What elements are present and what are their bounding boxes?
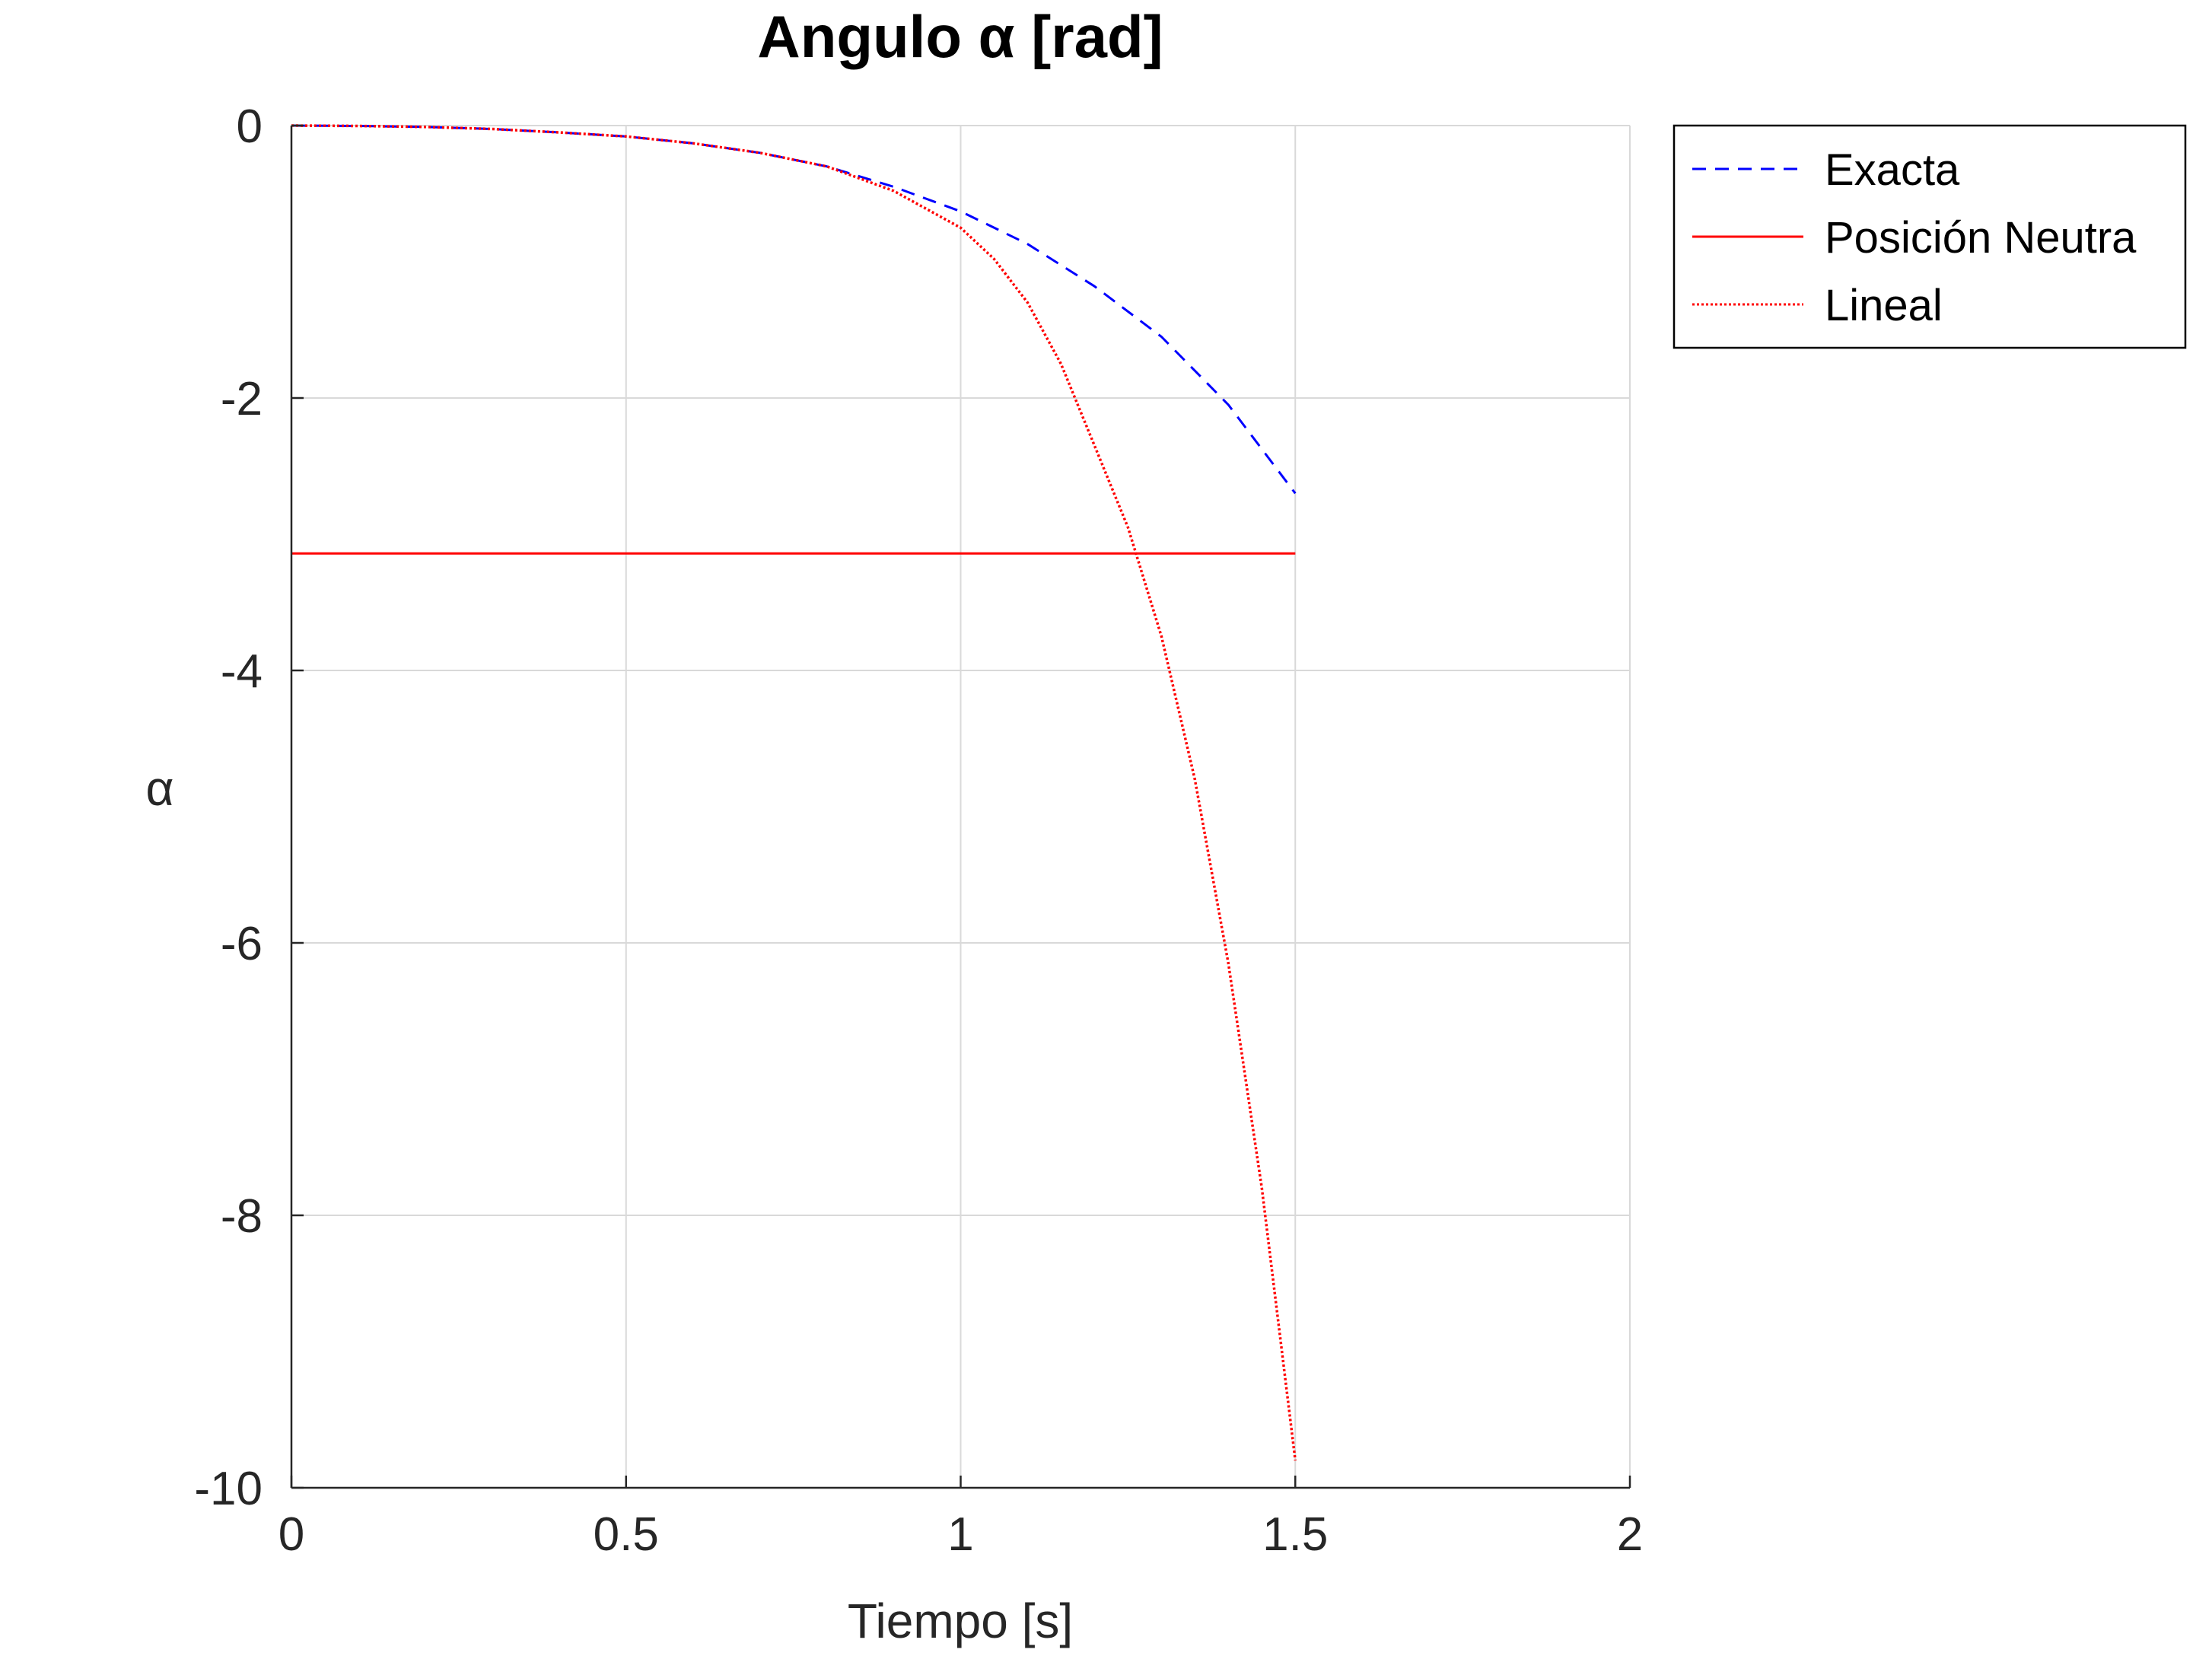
legend: Exacta Posición Neutra Lineal: [1673, 124, 2187, 349]
x-tick-label: 1.5: [1262, 1508, 1328, 1561]
y-tick-label: -6: [221, 918, 263, 970]
legend-label-lineal: Lineal: [1825, 281, 1943, 330]
x-tick-label: 0.5: [594, 1508, 659, 1561]
x-tick-label: 2: [1617, 1508, 1643, 1561]
y-tick-label: -4: [221, 645, 263, 698]
axes: [290, 124, 1631, 1489]
x-tick-label: 0: [278, 1508, 304, 1561]
legend-entry-posicion-neutra: Posición Neutra: [1692, 213, 2137, 263]
grid: [291, 125, 1631, 1489]
tick-labels: 0 0.5 1 1.5 2 0 -2 -4 -6 -8 -10: [194, 100, 1643, 1561]
y-tick-label: -8: [221, 1190, 263, 1243]
series-layer: [291, 124, 1297, 1461]
series-line-exacta: [291, 124, 1297, 495]
legend-entry-exacta: Exacta: [1692, 145, 1960, 195]
x-axis-label: Tiempo [s]: [848, 1594, 1073, 1648]
y-tick-label: -2: [221, 373, 263, 425]
chart-title: Angulo α [rad]: [757, 3, 1163, 70]
series-line-lineal: [291, 124, 1297, 1461]
y-tick-label: 0: [237, 100, 263, 153]
legend-label-exacta: Exacta: [1825, 145, 1960, 195]
legend-label-posicion-neutra: Posición Neutra: [1825, 213, 2137, 263]
y-axis-label: α: [146, 761, 174, 816]
x-tick-label: 1: [947, 1508, 973, 1561]
legend-entry-lineal: Lineal: [1692, 281, 1943, 330]
y-tick-label: -10: [194, 1463, 263, 1515]
